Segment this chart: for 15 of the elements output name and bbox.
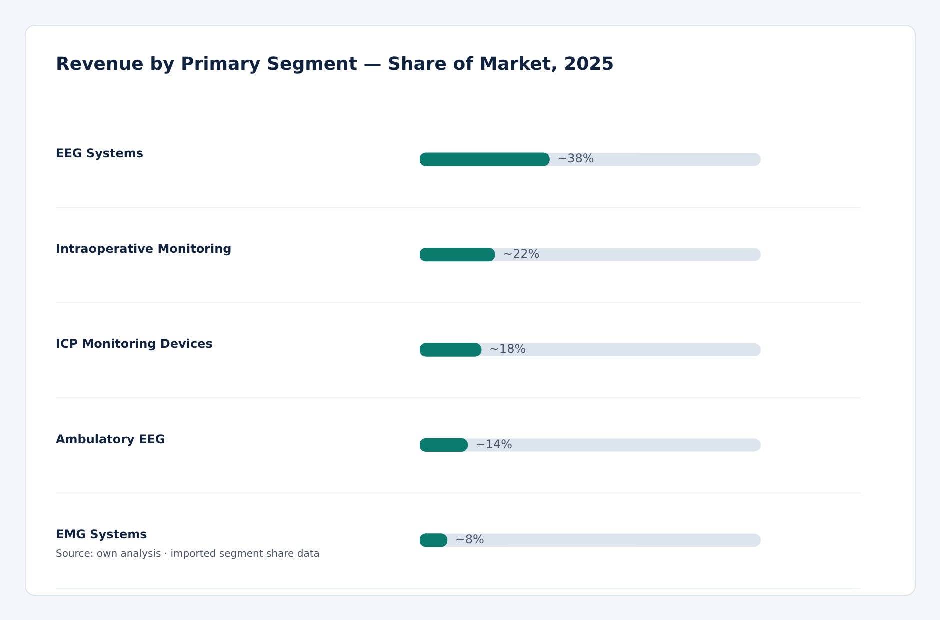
bar bbox=[420, 438, 468, 452]
data-label: ~38% bbox=[558, 152, 594, 166]
y-tick-label: EEG Systems bbox=[56, 146, 144, 161]
data-label: ~14% bbox=[476, 437, 512, 452]
y-tick-label: Ambulatory EEG bbox=[56, 432, 166, 446]
bar bbox=[420, 343, 482, 357]
chart-title: Revenue by Primary Segment — Share of Market, 2025 bbox=[56, 54, 614, 75]
data-label: ~18% bbox=[489, 342, 526, 356]
source-note: Source: own analysis · imported segment share data bbox=[56, 549, 320, 560]
y-tick-label: Intraoperative Monitoring bbox=[56, 242, 232, 256]
data-label: ~22% bbox=[503, 246, 540, 261]
y-tick-label: ICP Monitoring Devices bbox=[56, 337, 213, 352]
data-label: ~8% bbox=[455, 532, 484, 547]
y-tick-label: EMG Systems bbox=[56, 528, 148, 542]
bar bbox=[420, 248, 496, 262]
